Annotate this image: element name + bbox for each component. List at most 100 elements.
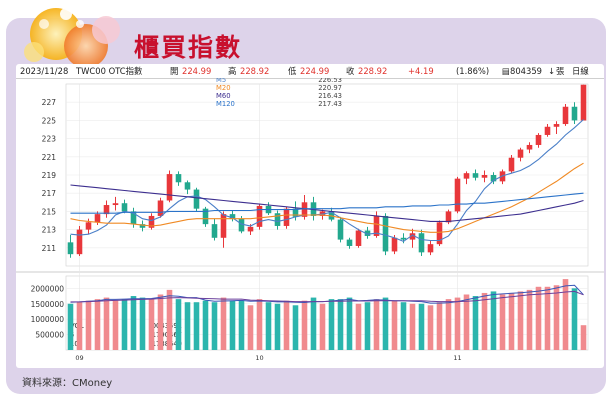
candle-body [157,200,164,216]
candle-body [211,224,218,238]
candle-body [166,174,173,201]
ma-legend-value: 217.43 [318,100,342,108]
candle-body [445,211,452,223]
volume-tick-label: 500000 [35,331,64,340]
candle-body [508,157,515,172]
candle-body [184,182,191,190]
y-tick-label: 211 [42,244,57,253]
volume-bar [427,305,434,350]
candle-body [472,173,479,178]
volume-ma10-line [70,290,584,303]
candle-body [283,208,290,226]
volume-tick-label: 1000000 [31,315,65,324]
volume-bar [400,302,407,350]
candle-body [436,222,443,245]
candle-body [112,203,119,206]
y-tick-label: 217 [42,189,57,198]
volume-bar [355,303,362,350]
close-label: 收 [346,66,355,76]
ma-legend-name: M120 [216,100,235,108]
volume-bar [220,297,227,350]
candle-body [364,230,371,236]
volume-bar [337,299,344,350]
page-title: 櫃買指數 [134,33,243,62]
volume-bar [166,289,173,350]
candle-body [85,222,92,230]
volume-bar [490,291,497,350]
volume-bar [292,305,299,350]
candle-body [544,126,551,135]
volume-bar [463,294,470,350]
ma-line-m20 [70,162,584,233]
candle-body [175,174,182,183]
volume-tick-label: 2000000 [31,284,65,293]
candle-body [301,202,308,217]
candle-body [220,214,227,238]
candle-body [67,242,74,255]
candle-body [382,215,389,252]
ma-legend-name: M5 [216,78,226,84]
volume-bar [382,297,389,350]
volume-arrow-icon: ↓ [548,66,556,76]
volume-bar [526,289,533,350]
candle-body [391,237,398,252]
volume-bar [553,285,560,350]
candlestick-chart: 227 225 223 221 219 217 215 213 211 2000000 150000… [16,78,604,362]
open-value: 224.99 [182,66,212,76]
candle-body [139,224,146,228]
quote-symbol: TWC00 OTC指數 [76,66,143,76]
ma-legend-name: M60 [216,92,231,100]
quote-bar: 2023/11/28 TWC00 OTC指數 開 224.99 高 228.92… [16,64,604,79]
volume-bar [130,296,137,350]
volume-bar [121,299,128,350]
quote-date: 2023/11/28 [20,66,69,76]
volume-bar [103,297,110,350]
volume-bar [67,303,74,350]
volume-unit: 張 [556,66,565,76]
volume-ma5-line [70,284,584,304]
volume-tick-label: 1500000 [31,300,65,309]
high-label: 高 [228,66,237,76]
volume-bar [211,302,218,350]
volume-bar [238,300,245,350]
volume-bar [328,299,335,350]
volume-bar [535,286,542,350]
volume-plot-area [65,275,589,351]
candle-body [193,189,200,209]
ma-legend-name: M20 [216,84,231,92]
candle-body [202,208,209,225]
volume-legend-name: 10 [70,340,79,348]
candle-body [148,215,155,228]
volume-icon: ▤ [502,66,510,76]
volume-bar [418,303,425,350]
volume-bar [139,297,146,350]
volume-bar [310,297,317,350]
ma-line-m5 [70,119,584,243]
volume-bar [85,300,92,350]
change-value: +4.19 [408,66,434,76]
candle-body [454,178,461,212]
candle-body [481,175,488,178]
volume-bar [445,299,452,350]
candle-body [292,208,299,217]
volume-bar [472,296,479,350]
volume-bar [580,325,587,350]
change-percent: (1.86%) [456,66,490,76]
candle-body [121,203,128,212]
ma-line-m120 [70,192,584,214]
candle-body [346,239,353,246]
volume-bar [112,300,119,350]
volume-value: 804359 [510,66,542,76]
volume-bar [76,302,83,350]
volume-bar [94,299,101,350]
volume-bar [364,302,371,350]
volume-bar [481,292,488,350]
close-value: 228.92 [358,66,388,76]
candle-body [580,84,587,121]
candle-body [562,106,569,125]
volume-bar [301,300,308,350]
candle-body [490,175,497,182]
volume-bar [184,302,191,350]
ma-legend-value: 226.53 [318,78,342,84]
candle-body [409,233,416,240]
